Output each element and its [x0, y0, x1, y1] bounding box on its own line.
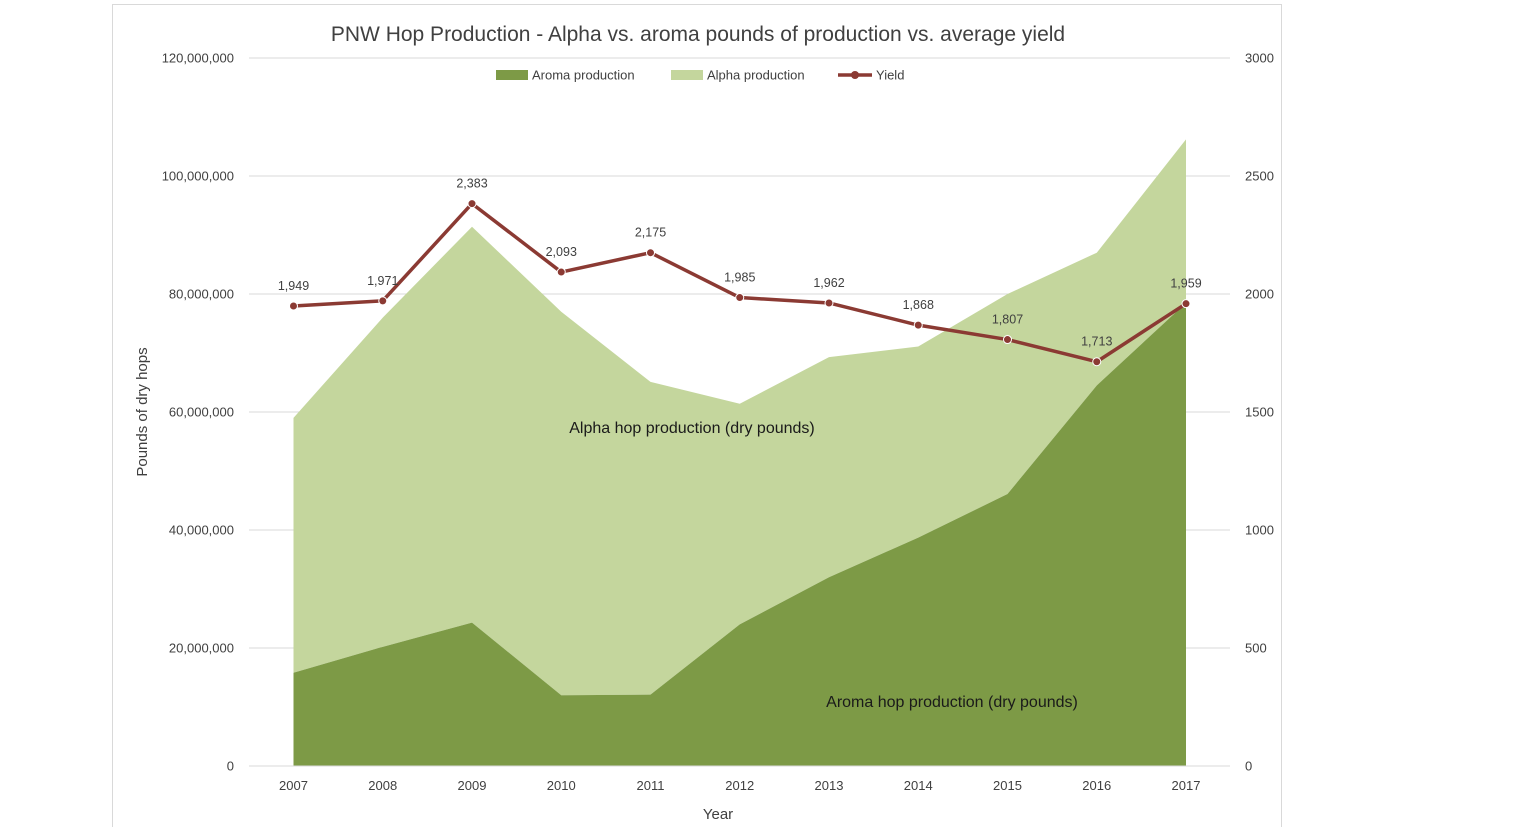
x-tick-label: 2013 [815, 778, 844, 793]
legend-marker-yield [851, 71, 859, 79]
yield-data-label: 1,713 [1081, 335, 1112, 349]
y2-tick-label: 1000 [1245, 523, 1274, 538]
y2-tick-label: 2500 [1245, 169, 1274, 184]
legend-label-alpha: Alpha production [707, 68, 805, 83]
yield-point [467, 199, 477, 209]
yield-data-label: 1,949 [278, 279, 309, 293]
y2-tick-label: 1500 [1245, 405, 1274, 420]
legend-label-yield: Yield [876, 68, 904, 83]
yield-point [556, 267, 566, 277]
axes: 0 0 20,000,000 500 40,000,000 1000 60,000,000 1… [162, 51, 1274, 794]
alpha-production-area [293, 139, 1186, 696]
yield-data-label: 1,959 [1170, 277, 1201, 291]
y-tick-label: 80,000,000 [169, 287, 234, 302]
y-tick-label: 60,000,000 [169, 405, 234, 420]
yield-data-label: 2,175 [635, 226, 666, 240]
y2-tick-label: 3000 [1245, 51, 1274, 66]
yield-point [824, 298, 834, 308]
x-axis-title: Year [703, 806, 733, 823]
x-tick-label: 2017 [1172, 778, 1201, 793]
yield-data-label: 2,383 [456, 177, 487, 191]
yield-point [1181, 299, 1191, 309]
yield-point [378, 296, 388, 306]
legend: Aroma production Alpha production Yield [496, 68, 904, 83]
aroma-production-area [293, 302, 1186, 766]
y2-tick-label: 0 [1245, 759, 1252, 774]
yield-line-series: 1,949 1,971 2,383 2,093 2,175 1,985 1,962 1,868… [278, 177, 1202, 367]
x-tick-label: 2016 [1082, 778, 1111, 793]
y-tick-label: 100,000,000 [162, 169, 234, 184]
x-tick-label: 2007 [279, 778, 308, 793]
y-tick-label: 20,000,000 [169, 641, 234, 656]
yield-data-label: 1,868 [903, 298, 934, 312]
alpha-area-annotation: Alpha hop production (dry pounds) [569, 420, 815, 437]
chart-frame [112, 4, 1282, 827]
legend-label-aroma: Aroma production [532, 68, 635, 83]
y2-tick-label: 2000 [1245, 287, 1274, 302]
yield-data-label: 1,962 [813, 276, 844, 290]
yield-point [913, 320, 923, 330]
y-axis-title: Pounds of dry hops [134, 347, 151, 476]
y2-tick-label: 500 [1245, 641, 1267, 656]
x-tick-label: 2009 [458, 778, 487, 793]
area-series [293, 139, 1186, 766]
chart-title: PNW Hop Production - Alpha vs. aroma pou… [331, 23, 1065, 46]
x-tick-label: 2010 [547, 778, 576, 793]
yield-data-label: 1,971 [367, 274, 398, 288]
x-tick-label: 2011 [637, 778, 665, 793]
legend-swatch-aroma [496, 70, 528, 80]
yield-point [1003, 335, 1012, 345]
aroma-area-annotation: Aroma hop production (dry pounds) [826, 694, 1078, 711]
yield-point [735, 293, 745, 303]
y-tick-label: 120,000,000 [162, 51, 234, 66]
y-tick-label: 0 [227, 759, 234, 774]
x-tick-label: 2015 [993, 778, 1022, 793]
yield-data-label: 1,807 [992, 313, 1023, 327]
yield-data-label: 2,093 [546, 245, 577, 259]
yield-point [289, 301, 298, 311]
y-tick-label: 40,000,000 [169, 523, 234, 538]
yield-data-label: 1,985 [724, 271, 755, 285]
x-tick-label: 2012 [725, 778, 754, 793]
yield-point [1092, 357, 1102, 367]
legend-swatch-alpha [671, 70, 703, 80]
yield-point [646, 248, 655, 258]
x-tick-label: 2008 [368, 778, 397, 793]
x-tick-label: 2014 [904, 778, 933, 793]
